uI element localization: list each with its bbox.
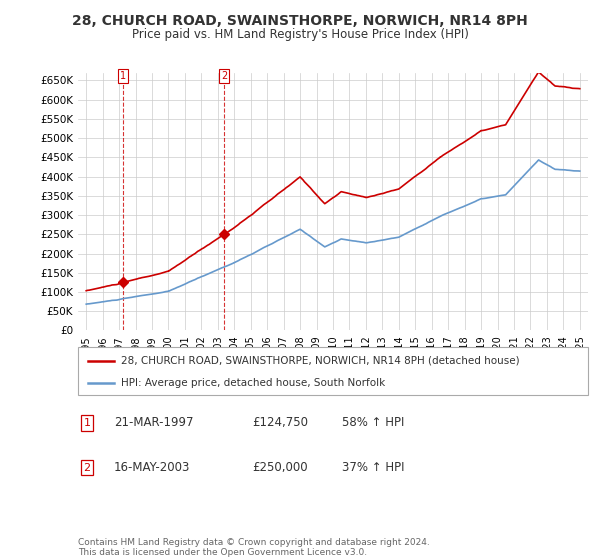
FancyBboxPatch shape: [78, 347, 588, 395]
Text: £124,750: £124,750: [252, 416, 308, 430]
Text: Price paid vs. HM Land Registry's House Price Index (HPI): Price paid vs. HM Land Registry's House …: [131, 28, 469, 41]
Text: HPI: Average price, detached house, South Norfolk: HPI: Average price, detached house, Sout…: [121, 378, 386, 388]
Text: 21-MAR-1997: 21-MAR-1997: [114, 416, 193, 430]
Text: £250,000: £250,000: [252, 461, 308, 474]
Text: 1: 1: [83, 418, 91, 428]
Text: 2: 2: [83, 463, 91, 473]
Text: 28, CHURCH ROAD, SWAINSTHORPE, NORWICH, NR14 8PH: 28, CHURCH ROAD, SWAINSTHORPE, NORWICH, …: [72, 14, 528, 28]
Text: 58% ↑ HPI: 58% ↑ HPI: [342, 416, 404, 430]
Text: 2: 2: [221, 71, 227, 81]
Text: 37% ↑ HPI: 37% ↑ HPI: [342, 461, 404, 474]
Text: Contains HM Land Registry data © Crown copyright and database right 2024.
This d: Contains HM Land Registry data © Crown c…: [78, 538, 430, 557]
Text: 28, CHURCH ROAD, SWAINSTHORPE, NORWICH, NR14 8PH (detached house): 28, CHURCH ROAD, SWAINSTHORPE, NORWICH, …: [121, 356, 520, 366]
Text: 16-MAY-2003: 16-MAY-2003: [114, 461, 190, 474]
Text: 1: 1: [119, 71, 126, 81]
